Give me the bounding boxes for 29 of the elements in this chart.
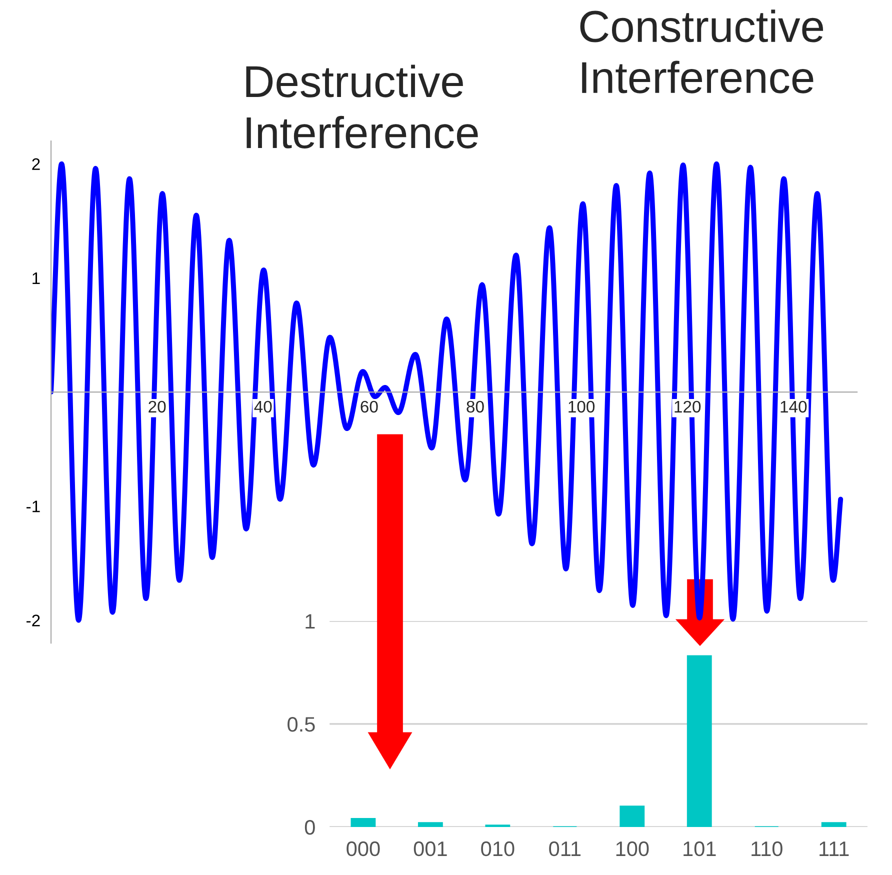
bar — [418, 822, 443, 827]
x-tick-label: 80 — [466, 400, 484, 413]
x-tick-label: 20 — [148, 400, 166, 413]
y-tick-label: -1 — [26, 500, 40, 512]
x-tick-label: 40 — [254, 400, 272, 413]
y-tick-label: 0 — [304, 820, 315, 835]
x-tick-label: 110 — [752, 841, 782, 856]
y-tick-label: 1 — [306, 614, 315, 629]
y-tick-label: 2 — [32, 158, 40, 170]
text: Constructive Interference — [580, 10, 824, 94]
x-tick-label: 010 — [481, 841, 514, 856]
x-tick-label: 011 — [549, 841, 581, 856]
y-tick-label: 0.5 — [288, 716, 315, 732]
bar — [686, 655, 712, 827]
x-tick-label: 000 — [346, 841, 380, 856]
x-tick-label: 60 — [360, 400, 378, 413]
annotation: Destructive Interference — [246, 64, 478, 148]
y-tick-label: 1 — [32, 272, 40, 284]
x-tick-label: 120 — [674, 400, 701, 413]
x-tick-label: 100 — [568, 400, 595, 413]
bar — [620, 806, 645, 827]
x-tick-label: 100 — [616, 841, 649, 856]
x-tick-label: 101 — [684, 841, 716, 856]
bar — [350, 818, 376, 827]
x-tick-label: 001 — [414, 841, 447, 856]
x-tick-label: 140 — [780, 400, 807, 413]
y-tick-label: -2 — [26, 614, 40, 626]
bar — [821, 822, 846, 827]
x-tick-label: 111 — [820, 842, 849, 856]
